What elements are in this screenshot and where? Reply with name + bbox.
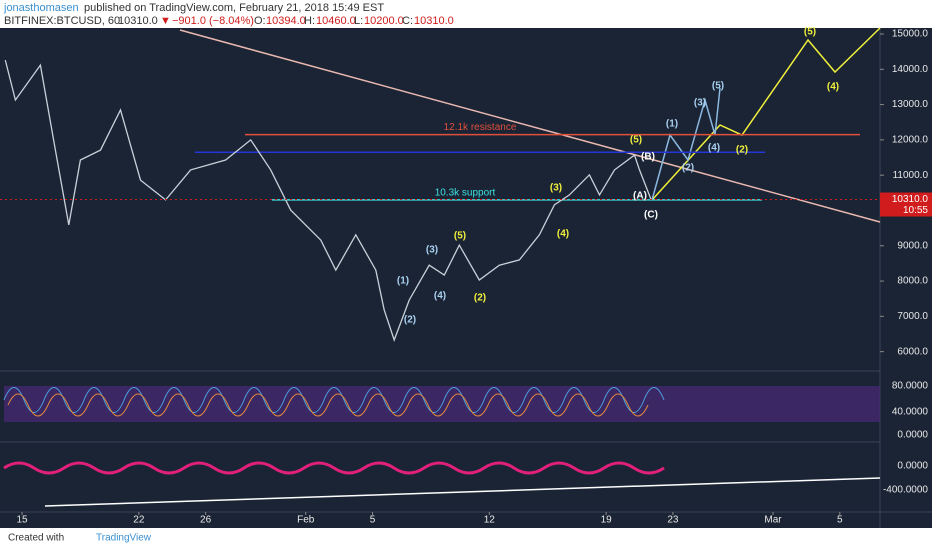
stoch-tick-label: 40.0000 [892, 407, 929, 418]
last: 10310.0 [118, 15, 158, 27]
x-tick-label: Mar [764, 515, 782, 526]
open: 10394.0 [266, 15, 306, 27]
x-tick-label: 12 [484, 515, 496, 526]
level-label: 10.3k support [435, 188, 496, 199]
header-bg [0, 0, 932, 28]
wave-label: (2) [474, 293, 486, 304]
wave-label: (3) [550, 183, 562, 194]
high: 10460.0 [316, 15, 356, 27]
author[interactable]: jonasthomasen [3, 2, 79, 14]
wave-label: (5) [804, 27, 816, 38]
macd-tick-label: -400.0000 [883, 485, 928, 496]
close: 10310.0 [414, 15, 454, 27]
y-tick-label: 6000.0 [897, 346, 928, 357]
x-tick-label: 5 [370, 515, 376, 526]
stoch-tick-label: 80.0000 [892, 381, 929, 392]
symbol: BITFINEX:BTCUSD, 60 [4, 15, 120, 27]
wave-projection [651, 87, 721, 201]
low: 10200.0 [364, 15, 404, 27]
wave-label: (1) [397, 276, 409, 287]
wave-label: (5) [454, 231, 466, 242]
c-label: C: [402, 15, 413, 27]
stoch-d [7, 393, 649, 417]
stoch-tick-label: 0.0000 [897, 430, 928, 441]
change: −901.0 (−8.04%) [172, 15, 254, 27]
y-tick-label: 12000.0 [892, 135, 929, 146]
price-box [880, 192, 932, 217]
y-tick-label: 7000.0 [897, 311, 928, 322]
x-tick-label: Feb [297, 515, 315, 526]
price-box-timer: 10:55 [903, 205, 928, 216]
x-tick-label: 15 [16, 515, 28, 526]
wave-label: (5) [712, 81, 724, 92]
y-tick-label: 13000.0 [892, 99, 929, 110]
y-tick-label: 8000.0 [897, 276, 928, 287]
stoch-k [3, 387, 665, 413]
arrow: ▼ [160, 15, 171, 27]
wave-projection [651, 27, 881, 201]
l-label: L: [354, 15, 363, 27]
wave-label: (1) [666, 119, 678, 130]
wave-label: (3) [426, 245, 438, 256]
x-tick-label: 23 [667, 515, 679, 526]
wave-label: (3) [694, 98, 706, 109]
h-label: H: [304, 15, 315, 27]
y-tick-label: 15000.0 [892, 29, 929, 40]
chart-bg [0, 28, 932, 528]
wave-label: (4) [708, 143, 720, 154]
o-label: O: [254, 15, 266, 27]
wave-label: (B) [641, 152, 655, 163]
macd-hist [3, 461, 665, 475]
footer-created: Created with [8, 533, 64, 544]
trend-line [179, 29, 881, 223]
x-tick-label: 22 [133, 515, 145, 526]
wave-label: (A) [633, 191, 647, 202]
y-tick-label: 11000.0 [893, 170, 929, 181]
wave-label: (2) [404, 315, 416, 326]
wave-label: (C) [644, 210, 658, 221]
x-tick-label: 19 [601, 515, 613, 526]
wave-label: (4) [557, 229, 569, 240]
wave-label: (5) [630, 135, 642, 146]
y-tick-label: 14000.0 [892, 64, 929, 75]
wave-label: (2) [736, 145, 748, 156]
published: published on TradingView.com, February 2… [84, 2, 384, 14]
x-tick-label: 5 [837, 515, 843, 526]
wave-label: (4) [434, 291, 446, 302]
macd-tick-label: 0.0000 [897, 461, 928, 472]
wave-label: (4) [827, 82, 839, 93]
price-line [4, 59, 652, 342]
trend-line [44, 477, 881, 507]
y-tick-label: 9000.0 [897, 240, 928, 251]
level-label: 12.1k resistance [444, 122, 517, 133]
price-box-label: 10310.0 [892, 194, 929, 205]
x-tick-label: 26 [200, 515, 212, 526]
footer-brand[interactable]: TradingView [96, 533, 152, 544]
wave-label: (2) [682, 163, 694, 174]
